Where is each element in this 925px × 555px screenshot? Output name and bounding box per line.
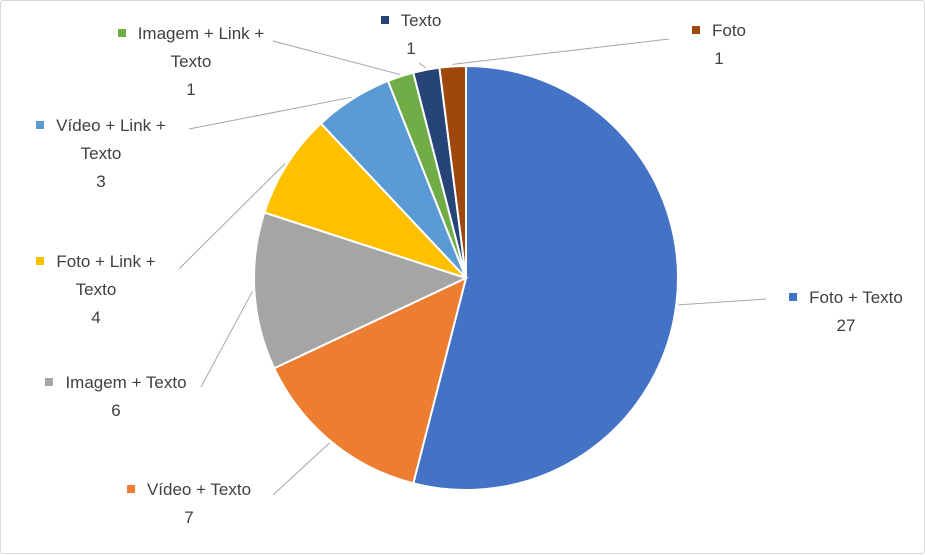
label-text: Foto xyxy=(711,21,747,40)
leader-line xyxy=(452,38,670,65)
leader-line xyxy=(678,298,767,306)
label-value: 1 xyxy=(406,39,416,58)
legend-marker xyxy=(45,378,54,386)
label-text: Foto + Texto xyxy=(809,288,903,307)
leader-line xyxy=(418,62,427,69)
label-text: Imagem + Texto xyxy=(65,373,187,392)
legend-marker xyxy=(36,121,45,129)
data-label: Foto 1 xyxy=(669,17,769,73)
pie-slice xyxy=(263,122,467,279)
label-text: Vídeo + Link + Texto xyxy=(56,116,166,163)
label-text: Texto xyxy=(400,11,442,30)
leader-line xyxy=(178,162,286,270)
leader-line xyxy=(272,442,330,496)
label-value: 4 xyxy=(91,308,101,327)
label-name: Vídeo + Link + Texto xyxy=(19,112,184,168)
label-name: Vídeo + Texto xyxy=(89,476,289,504)
leader-line xyxy=(200,291,253,388)
data-label: Imagem + Texto 6 xyxy=(6,369,226,425)
label-name: Foto + Link + Texto xyxy=(21,248,171,304)
label-text: Imagem + Link + Texto xyxy=(137,24,265,71)
label-value: 27 xyxy=(836,316,856,335)
legend-marker xyxy=(380,16,389,24)
label-name: Imagem + Link + Texto xyxy=(104,20,279,76)
pie-slice xyxy=(412,64,679,491)
legend-marker xyxy=(126,485,135,493)
label-name: Foto xyxy=(669,17,769,45)
label-name: Texto xyxy=(361,7,461,35)
data-label: Foto + Texto 27 xyxy=(746,284,925,340)
leader-line xyxy=(272,40,400,75)
legend-marker xyxy=(691,26,700,34)
label-value: 6 xyxy=(111,401,121,420)
legend-marker xyxy=(36,257,45,265)
data-label: Texto 1 xyxy=(361,7,461,63)
label-text: Vídeo + Texto xyxy=(146,480,252,499)
label-value: 1 xyxy=(186,80,196,99)
legend-marker xyxy=(117,29,126,37)
label-value: 7 xyxy=(184,508,194,527)
pie-slice xyxy=(438,64,467,279)
label-name: Foto + Texto xyxy=(746,284,925,312)
pie-slice xyxy=(253,211,469,370)
legend-marker xyxy=(789,293,798,301)
label-value: 3 xyxy=(96,172,106,191)
label-name: Imagem + Texto xyxy=(6,369,226,397)
data-label: Imagem + Link + Texto 1 xyxy=(104,20,279,104)
label-value: 1 xyxy=(714,49,724,68)
label-text: Foto + Link + Texto xyxy=(56,252,156,299)
leader-line xyxy=(188,96,352,130)
data-label: Vídeo + Link + Texto 3 xyxy=(19,112,184,196)
data-label: Foto + Link + Texto 4 xyxy=(21,248,171,332)
pie-slice xyxy=(272,276,468,485)
data-label: Vídeo + Texto 7 xyxy=(89,476,289,532)
